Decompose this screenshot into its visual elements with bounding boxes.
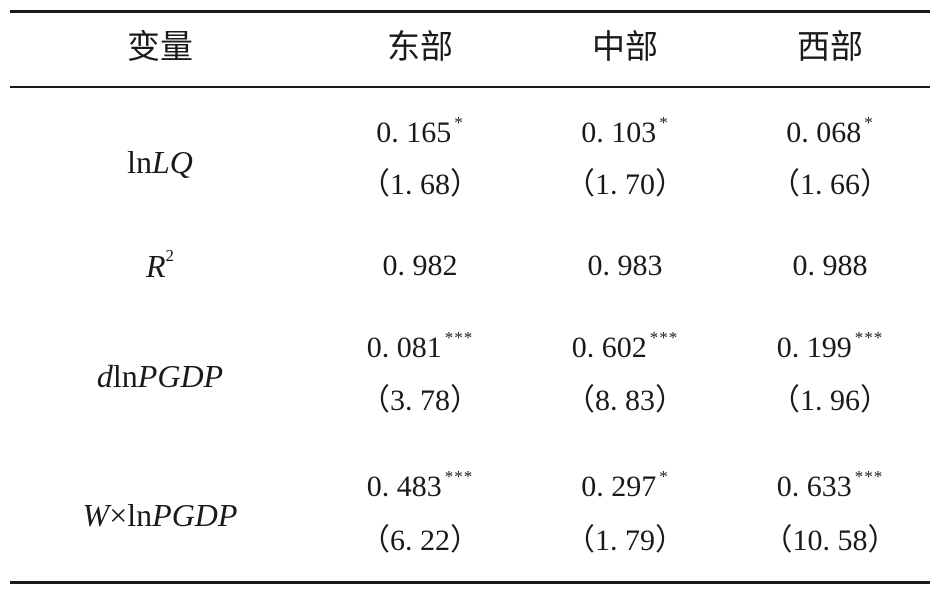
coef-value: 0. 165: [376, 116, 452, 149]
significance-stars: ***: [854, 328, 884, 347]
header-rule: [10, 86, 930, 88]
coef-value: 0. 633: [776, 470, 852, 503]
coef-cell: 0. 081 ***: [300, 329, 540, 364]
coef-cell: 0. 103 *: [505, 114, 745, 149]
coef-cell: 0. 633 ***: [710, 468, 938, 503]
var-part: R: [145, 248, 166, 284]
t-stat-cell: （1. 66）: [770, 168, 890, 201]
coef-cell: 0. 165 *: [300, 114, 540, 149]
t-stat-cell: （10. 58）: [762, 524, 898, 557]
t-stat-cell: （1. 70）: [565, 168, 685, 201]
significance-stars: *: [659, 113, 669, 132]
row-variable-dlnpgdp: dlnPGDP: [50, 360, 270, 392]
coef-cell: 0. 297 *: [505, 468, 745, 503]
significance-stars: ***: [649, 328, 679, 347]
coef-value: 0. 983: [587, 249, 663, 282]
coef-value: 0. 483: [366, 470, 442, 503]
header-east: 东部: [387, 30, 453, 66]
header-variable: 变量: [127, 30, 193, 66]
coef-value: 0. 297: [581, 470, 657, 503]
var-part: PGDP: [152, 497, 238, 533]
var-part: d: [96, 358, 113, 394]
coef-value: 0. 199: [776, 331, 852, 364]
coef-value: 0. 988: [792, 249, 868, 282]
top-rule: [10, 10, 930, 13]
t-stat-cell: （1. 68）: [360, 168, 480, 201]
significance-stars: *: [864, 113, 874, 132]
t-stat-cell: （6. 22）: [360, 524, 480, 557]
t-stat-cell: （1. 79）: [565, 524, 685, 557]
significance-stars: *: [659, 467, 669, 486]
significance-stars: *: [454, 113, 464, 132]
coef-value: 0. 982: [382, 249, 458, 282]
row-variable-r-squared: R2: [50, 247, 270, 284]
row-variable-w-lnpgdp: W×lnPGDP: [50, 499, 270, 531]
header-west: 西部: [797, 30, 863, 66]
coef-cell: 0. 988: [710, 251, 938, 281]
significance-stars: ***: [444, 328, 474, 347]
coef-cell: 0. 983: [505, 251, 745, 281]
coef-cell: 0. 199 ***: [710, 329, 938, 364]
var-part: ×ln: [109, 497, 153, 533]
significance-stars: ***: [444, 467, 474, 486]
significance-stars: ***: [854, 467, 884, 486]
coef-cell: 0. 068 *: [710, 114, 938, 149]
var-part: W: [82, 497, 110, 533]
coef-value: 0. 103: [581, 116, 657, 149]
t-stat-cell: （3. 78）: [360, 384, 480, 417]
coef-value: 0. 602: [571, 331, 647, 364]
row-variable-lnlq: lnLQ: [50, 146, 270, 178]
regression-table: 变量 东部 中部 西部 lnLQ 0. 165 * （1. 68） 0. 103 *…: [10, 10, 930, 584]
var-part: ln: [112, 358, 138, 394]
t-stat-cell: （1. 96）: [770, 384, 890, 417]
coef-cell: 0. 483 ***: [300, 468, 540, 503]
bottom-rule: [10, 581, 930, 584]
coef-value: 0. 081: [366, 331, 442, 364]
t-stat-cell: （8. 83）: [565, 384, 685, 417]
var-part: LQ: [151, 144, 193, 180]
header-central: 中部: [592, 30, 658, 66]
coef-cell: 0. 602 ***: [505, 329, 745, 364]
coef-value: 0. 068: [786, 116, 862, 149]
var-superscript: 2: [165, 246, 175, 265]
var-part: ln: [127, 144, 152, 180]
coef-cell: 0. 982: [300, 251, 540, 281]
var-part: PGDP: [137, 358, 224, 394]
